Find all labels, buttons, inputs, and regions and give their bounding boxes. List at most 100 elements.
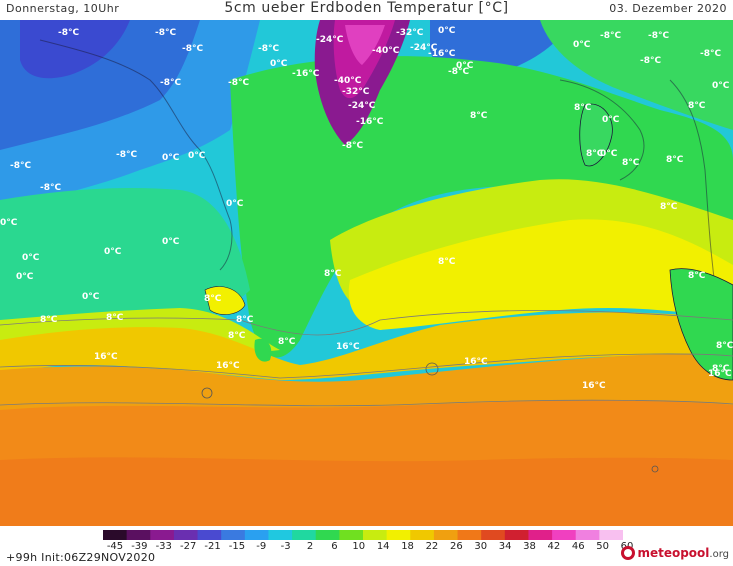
isotherm-label: -8°C — [258, 44, 279, 54]
scale-swatch — [504, 530, 529, 540]
isotherm-label: 0°C — [188, 151, 206, 161]
isotherm-label: -8°C — [228, 78, 249, 88]
scale-tick: 14 — [376, 541, 390, 552]
scale-tick: 18 — [401, 541, 414, 552]
isotherm-label: 16°C — [94, 352, 118, 362]
isotherm-label: 0°C — [602, 115, 620, 125]
map-header: Donnerstag, 10Uhr 5cm ueber Erdboden Tem… — [0, 0, 733, 20]
scale-tick: -39 — [131, 541, 148, 552]
isotherm-label: -32°C — [342, 87, 370, 97]
isotherm-label: -24°C — [348, 101, 376, 111]
scale-swatch — [433, 530, 459, 540]
isotherm-label: 8°C — [666, 155, 684, 165]
isotherm-label: 8°C — [470, 111, 488, 121]
brand-logo[interactable]: meteopool.org — [621, 545, 729, 563]
isotherm-label: -8°C — [116, 150, 137, 160]
isotherm-label: -8°C — [40, 183, 61, 193]
scale-swatch — [339, 530, 364, 540]
scale-tick: 2 — [306, 541, 314, 552]
isotherm-label: 16°C — [464, 357, 488, 367]
scale-swatch — [599, 530, 623, 540]
isotherm-label: -16°C — [292, 69, 320, 79]
isotherm-label: 0°C — [600, 149, 618, 159]
scale-swatch — [292, 530, 317, 540]
scale-tick: 10 — [352, 541, 366, 552]
scale-swatch — [386, 530, 411, 540]
scale-tick: -15 — [228, 541, 246, 552]
forecast-date: 03. Dezember 2020 — [609, 2, 727, 15]
scale-tick: 6 — [331, 541, 338, 552]
isotherm-label: 8°C — [204, 294, 222, 304]
scale-swatch — [173, 530, 199, 540]
scale-swatch — [315, 530, 340, 540]
scale-swatch — [457, 530, 482, 540]
isotherm-label: -8°C — [58, 28, 79, 38]
brand-name: meteopool — [637, 545, 710, 560]
isotherm-label: 0°C — [456, 61, 474, 71]
scale-swatch — [552, 530, 577, 540]
scale-swatch — [221, 530, 246, 540]
isotherm-label: 0°C — [104, 247, 122, 257]
isotherm-label: 8°C — [688, 101, 706, 111]
isotherm-label: 0°C — [270, 59, 288, 69]
isotherm-label: -8°C — [700, 49, 721, 59]
isotherm-label: -24°C — [410, 43, 438, 53]
isotherm-label: 0°C — [16, 272, 34, 282]
isotherm-label: 8°C — [438, 257, 456, 267]
scale-tick: 38 — [523, 541, 536, 552]
isotherm-labels: -8°C -8°C -8°C -8°C -8°C -8°C -8°C -8°C -8°C -8°C… — [0, 26, 733, 391]
isotherm-label: -24°C — [316, 35, 344, 45]
isotherm-label: 8°C — [324, 269, 342, 279]
isotherm-label: 0°C — [438, 26, 456, 36]
isotherm-label: -8°C — [448, 67, 469, 77]
isotherm-label: 8°C — [586, 149, 604, 159]
isotherm-label: 8°C — [712, 364, 730, 374]
scale-swatch — [244, 530, 269, 540]
isotherm-label: 8°C — [278, 337, 296, 347]
brand-domain: .org — [709, 548, 729, 560]
isotherm-label: 0°C — [573, 40, 591, 50]
isotherm-label: 0°C — [22, 253, 40, 263]
scale-tick: 34 — [498, 541, 512, 552]
scale-tick: 22 — [425, 541, 439, 552]
scale-swatch — [268, 530, 293, 540]
scale-swatch — [410, 530, 435, 540]
scale-tick: -33 — [155, 541, 172, 552]
isotherm-label: 16°C — [216, 361, 240, 371]
scale-swatch — [528, 530, 553, 540]
scale-tick: -3 — [280, 541, 291, 552]
isotherm-label: 8°C — [660, 202, 678, 212]
isotherm-label: 8°C — [716, 341, 733, 351]
isotherm-label: -40°C — [334, 76, 362, 86]
scale-tick: -21 — [204, 541, 221, 552]
isotherm-label: -16°C — [428, 49, 456, 59]
isotherm-label: -8°C — [600, 31, 621, 41]
scale-tick: 50 — [596, 541, 609, 552]
isotherm-label: -8°C — [155, 28, 176, 38]
isotherm-label: 8°C — [236, 315, 254, 325]
scale-swatch — [575, 530, 600, 540]
isotherm-label: 16°C — [336, 342, 360, 352]
temperature-map: -8°C -8°C -8°C -8°C -8°C -8°C -8°C -8°C -8°C -8°C… — [0, 20, 733, 526]
scale-swatch — [363, 530, 388, 540]
isotherm-label: -8°C — [640, 56, 661, 66]
scale-tick: -9 — [256, 541, 267, 552]
model-init-time: +99h Init:06Z29NOV2020 — [6, 551, 156, 564]
scale-swatch — [197, 530, 222, 540]
scale-swatch — [126, 530, 151, 540]
isotherm-label: 0°C — [162, 153, 180, 163]
isotherm-label: 0°C — [712, 81, 730, 91]
scale-tick: 42 — [547, 541, 561, 552]
brand-icon — [621, 545, 636, 560]
isotherm-label: -40°C — [372, 46, 400, 56]
isotherm-label: 0°C — [0, 218, 18, 228]
isotherm-label: -8°C — [182, 44, 203, 54]
isotherm-label: 8°C — [228, 331, 246, 341]
map-footer: -45 -39 -33 -27 -21 -15 -9 -3 2 6 10 14 18 22 26 30 34 38… — [0, 526, 733, 566]
isotherm-label: 0°C — [226, 199, 244, 209]
scale-tick: -45 — [106, 541, 124, 552]
isotherm-label: 8°C — [574, 103, 592, 113]
isotherm-label: 0°C — [162, 237, 180, 247]
scale-tick: 46 — [571, 541, 585, 552]
isotherm-label: 8°C — [688, 271, 706, 281]
